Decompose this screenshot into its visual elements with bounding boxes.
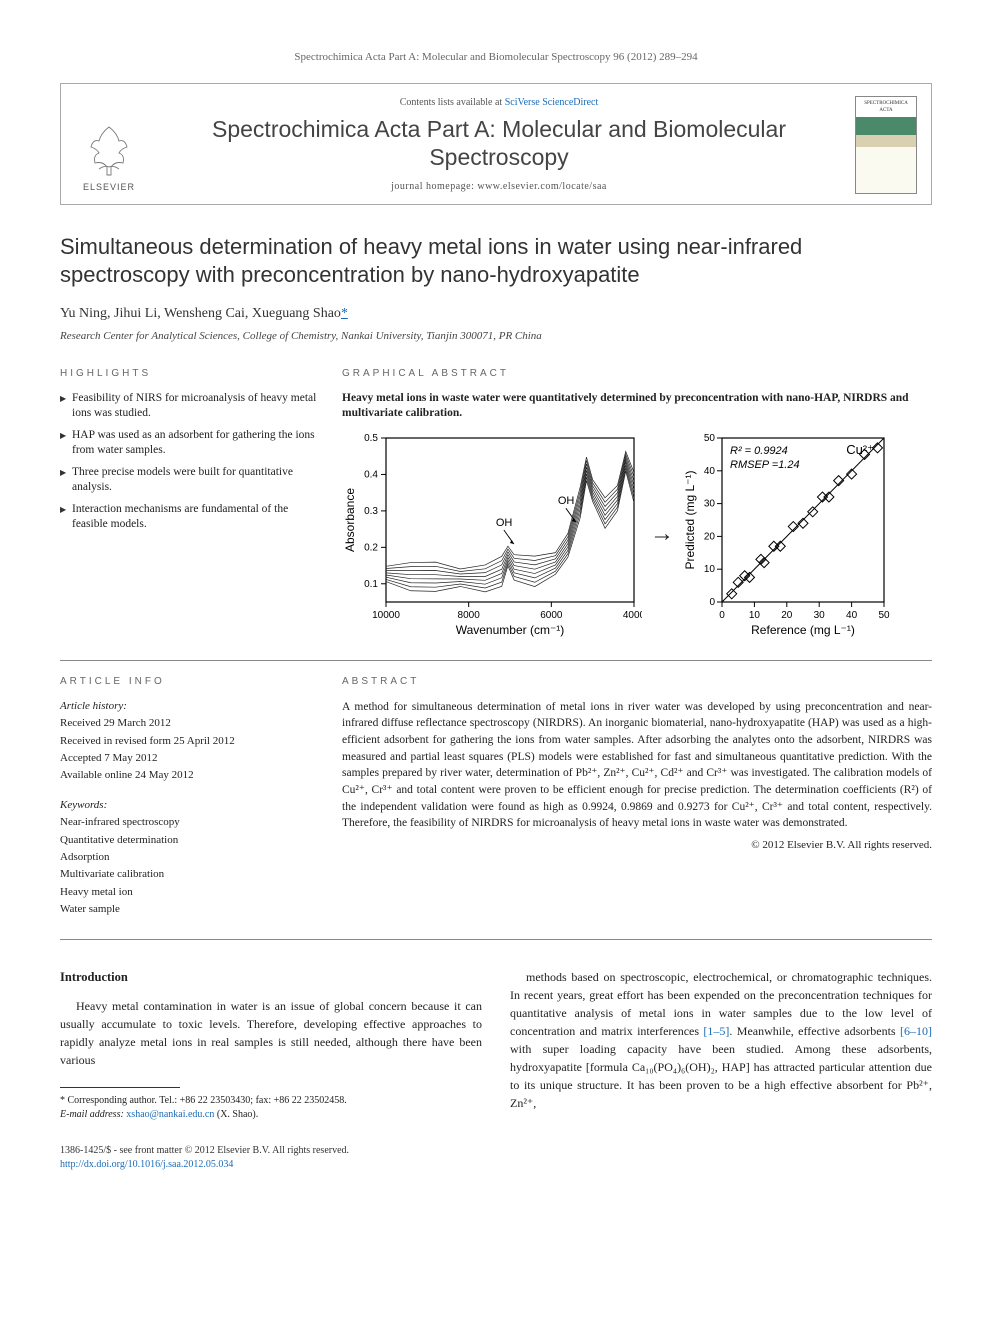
svg-text:Predicted (mg L⁻¹): Predicted (mg L⁻¹) xyxy=(683,470,697,569)
keyword-item: Near-infrared spectroscopy xyxy=(60,815,318,830)
contents-prefix: Contents lists available at xyxy=(400,97,505,108)
svg-text:0.3: 0.3 xyxy=(364,506,378,517)
scatter-chart: 0 10 20 30 40 50 0 10 20 30 40 50 Reference (mg L⁻¹)… xyxy=(682,430,892,640)
arrow-icon: → xyxy=(650,518,674,552)
keyword-item: Heavy metal ion xyxy=(60,885,318,900)
svg-text:6000: 6000 xyxy=(540,610,563,621)
homepage-line: journal homepage: www.elsevier.com/locat… xyxy=(157,180,841,194)
svg-text:30: 30 xyxy=(704,498,716,509)
footnote-separator xyxy=(60,1087,180,1088)
bottom-meta: 1386-1425/$ - see front matter © 2012 El… xyxy=(60,1144,932,1172)
svg-text:20: 20 xyxy=(704,531,716,542)
spectrum-chart: 10000 8000 6000 4000 0.1 0.2 0.3 0.4 0.5 Wavenumb… xyxy=(342,430,642,640)
svg-text:0.2: 0.2 xyxy=(364,542,378,553)
svg-text:4000: 4000 xyxy=(623,610,642,621)
intro-paragraph-left: Heavy metal contamination in water is an… xyxy=(60,997,482,1069)
journal-header: ELSEVIER Contents lists available at Sci… xyxy=(60,83,932,204)
elsevier-text: ELSEVIER xyxy=(83,181,135,194)
article-history: Article history: Received 29 March 2012 R… xyxy=(60,699,318,918)
svg-text:OH: OH xyxy=(558,495,575,507)
svg-text:RMSEP =1.24: RMSEP =1.24 xyxy=(730,459,800,471)
history-item: Received 29 March 2012 xyxy=(60,716,318,731)
intro-text-3: with super loading capacity have been st… xyxy=(510,1042,932,1110)
graphical-abstract-figure: 100008000600040000.10.20.30.40.5Wavenumb… xyxy=(342,430,932,640)
svg-text:30: 30 xyxy=(814,610,826,621)
copyright-line: © 2012 Elsevier B.V. All rights reserved… xyxy=(342,838,932,853)
author-names: Yu Ning, Jihui Li, Wensheng Cai, Xueguan… xyxy=(60,306,341,321)
history-item: Available online 24 May 2012 xyxy=(60,768,318,783)
highlight-item: Feasibility of NIRS for microanalysis of… xyxy=(60,391,318,422)
svg-text:Cu²⁺: Cu²⁺ xyxy=(846,442,874,457)
introduction-heading: Introduction xyxy=(60,968,482,987)
ref-link-6-10[interactable]: [6–10] xyxy=(900,1024,932,1038)
homepage-url: www.elsevier.com/locate/saa xyxy=(477,181,606,192)
graphical-abstract-caption: Heavy metal ions in waste water were qua… xyxy=(342,391,932,422)
history-subhead: Article history: xyxy=(60,699,318,714)
history-item: Received in revised form 25 April 2012 xyxy=(60,734,318,749)
email-link[interactable]: xshao@nankai.edu.cn xyxy=(126,1109,214,1120)
svg-text:50: 50 xyxy=(704,433,716,444)
svg-text:0.5: 0.5 xyxy=(364,433,378,444)
footnotes: * Corresponding author. Tel.: +86 22 235… xyxy=(60,1094,482,1122)
svg-text:Reference (mg L⁻¹): Reference (mg L⁻¹) xyxy=(751,623,855,637)
highlights-list: Feasibility of NIRS for microanalysis of… xyxy=(60,391,318,533)
keyword-item: Quantitative determination xyxy=(60,833,318,848)
corresponding-footnote: * Corresponding author. Tel.: +86 22 235… xyxy=(60,1094,482,1108)
intro-paragraph-right: methods based on spectroscopic, electroc… xyxy=(510,968,932,1112)
svg-text:0.4: 0.4 xyxy=(364,469,378,480)
issn-line: 1386-1425/$ - see front matter © 2012 El… xyxy=(60,1144,932,1158)
email-suffix: (X. Shao). xyxy=(214,1109,258,1120)
svg-text:Wavenumber (cm⁻¹): Wavenumber (cm⁻¹) xyxy=(456,623,565,637)
journal-name: Spectrochimica Acta Part A: Molecular an… xyxy=(157,116,841,171)
svg-text:Absorbance: Absorbance xyxy=(343,487,357,551)
graphical-abstract-heading: GRAPHICAL ABSTRACT xyxy=(342,367,932,381)
authors: Yu Ning, Jihui Li, Wensheng Cai, Xueguan… xyxy=(60,304,932,324)
email-label: E-mail address: xyxy=(60,1109,126,1120)
svg-text:50: 50 xyxy=(878,610,890,621)
keyword-item: Multivariate calibration xyxy=(60,867,318,882)
homepage-prefix: journal homepage: xyxy=(391,181,477,192)
divider xyxy=(60,939,932,940)
highlight-item: Three precise models were built for quan… xyxy=(60,465,318,496)
article-title: Simultaneous determination of heavy meta… xyxy=(60,233,932,290)
svg-text:OH: OH xyxy=(496,517,513,529)
svg-text:10: 10 xyxy=(749,610,761,621)
svg-text:R² = 0.9924: R² = 0.9924 xyxy=(730,445,788,457)
intro-text-2: . Meanwhile, effective adsorbents xyxy=(729,1024,900,1038)
highlight-item: HAP was used as an adsorbent for gatheri… xyxy=(60,428,318,459)
highlights-heading: HIGHLIGHTS xyxy=(60,367,318,381)
corresponding-mark[interactable]: * xyxy=(341,306,348,321)
sciencedirect-link[interactable]: SciVerse ScienceDirect xyxy=(505,97,599,108)
cover-title: SPECTROCHIMICA ACTA xyxy=(856,97,916,117)
contents-line: Contents lists available at SciVerse Sci… xyxy=(157,96,841,110)
svg-text:10000: 10000 xyxy=(372,610,400,621)
history-item: Accepted 7 May 2012 xyxy=(60,751,318,766)
svg-text:0: 0 xyxy=(719,610,725,621)
divider xyxy=(60,660,932,661)
journal-cover-thumb: SPECTROCHIMICA ACTA xyxy=(855,96,917,193)
svg-text:0.1: 0.1 xyxy=(364,579,378,590)
svg-text:40: 40 xyxy=(846,610,858,621)
keyword-item: Water sample xyxy=(60,902,318,917)
highlight-item: Interaction mechanisms are fundamental o… xyxy=(60,502,318,533)
affiliation: Research Center for Analytical Sciences,… xyxy=(60,329,932,344)
elsevier-logo: ELSEVIER xyxy=(75,96,143,193)
keywords-subhead: Keywords: xyxy=(60,798,318,813)
article-info-heading: ARTICLE INFO xyxy=(60,675,318,689)
abstract-heading: ABSTRACT xyxy=(342,675,932,689)
elsevier-tree-icon xyxy=(79,119,139,179)
ref-link-1-5[interactable]: [1–5] xyxy=(703,1024,729,1038)
citation-line: Spectrochimica Acta Part A: Molecular an… xyxy=(60,50,932,65)
abstract-text: A method for simultaneous determination … xyxy=(342,699,932,832)
svg-text:0: 0 xyxy=(709,597,715,608)
svg-text:40: 40 xyxy=(704,466,716,477)
svg-text:20: 20 xyxy=(781,610,793,621)
svg-text:8000: 8000 xyxy=(458,610,481,621)
keyword-item: Adsorption xyxy=(60,850,318,865)
svg-text:10: 10 xyxy=(704,564,716,575)
doi-link[interactable]: http://dx.doi.org/10.1016/j.saa.2012.05.… xyxy=(60,1159,233,1170)
